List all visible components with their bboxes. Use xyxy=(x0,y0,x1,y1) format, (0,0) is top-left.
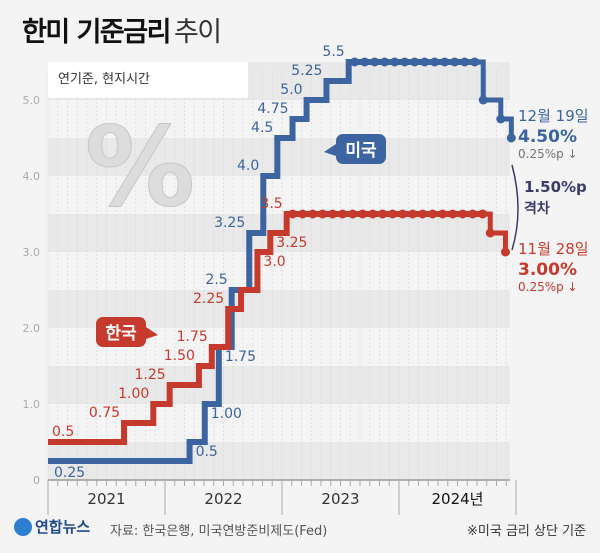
legend-pointer xyxy=(146,327,158,339)
y-tick-label: 3.0 xyxy=(23,246,41,259)
data-label: 4.5 xyxy=(251,120,273,136)
data-label: 1.00 xyxy=(211,406,242,422)
us-annotation-change: 0.25%p ↓ xyxy=(518,147,578,161)
data-label: 4.0 xyxy=(237,158,259,174)
kr-annotation-value: 3.00% xyxy=(518,260,577,280)
gap-value: 1.50%p xyxy=(524,178,587,196)
x-tick-label: 2023 xyxy=(321,490,359,508)
data-label: 1.75 xyxy=(177,329,208,345)
logo-icon xyxy=(14,517,32,536)
source-text: 자료: 한국은행, 미국연방준비제도(Fed) xyxy=(110,524,328,539)
legend-pointer xyxy=(324,144,336,156)
legend-label-kr: 한국 xyxy=(105,324,137,344)
data-label: 3.0 xyxy=(263,254,285,270)
series-line-end-us xyxy=(479,59,514,138)
legend-label-us: 미국 xyxy=(345,141,377,161)
data-point xyxy=(496,114,506,124)
data-label: 1.75 xyxy=(225,349,256,365)
kr-annotation-change: 0.25%p ↓ xyxy=(518,280,578,294)
legend-tag-kr xyxy=(96,317,146,347)
us-annotation-date: 12월 19일 xyxy=(518,107,589,125)
data-label: 3.25 xyxy=(214,215,245,231)
data-label: 4.75 xyxy=(257,101,288,117)
data-point xyxy=(485,228,495,238)
data-point xyxy=(506,133,516,143)
data-label: 5.5 xyxy=(322,44,344,60)
series-line-us xyxy=(48,59,480,464)
y-tick-label: 2.0 xyxy=(23,322,41,335)
percent-icon: % xyxy=(85,103,195,231)
x-tick-label: 2024년 xyxy=(432,490,484,508)
data-label: 5.0 xyxy=(280,82,302,98)
data-label: 2.25 xyxy=(193,291,224,307)
kr-annotation-date: 11월 28일 xyxy=(518,240,589,258)
y-tick-label: 0 xyxy=(33,474,40,487)
data-point xyxy=(500,247,510,257)
remark-text: ※미국 금리 상단 기준 xyxy=(467,524,586,539)
data-label: 2.5 xyxy=(205,272,227,288)
y-tick-label: 1.0 xyxy=(23,398,41,411)
chart-title: 한미 기준금리 추이 xyxy=(22,17,222,48)
data-label: 0.25 xyxy=(54,465,85,481)
x-tick-label: 2022 xyxy=(204,490,242,508)
x-tick-label: 2021 xyxy=(87,490,125,508)
data-point xyxy=(478,95,488,105)
data-label: 0.5 xyxy=(52,424,74,440)
data-label: 0.75 xyxy=(89,405,120,421)
legend-tag-us xyxy=(336,134,386,164)
data-label: 1.00 xyxy=(118,386,149,402)
gap-label: 격차 xyxy=(524,200,550,217)
chart-note: 연기준, 현지시간 xyxy=(48,62,248,98)
data-label: 3.5 xyxy=(260,196,282,212)
series-line-kr xyxy=(48,211,487,445)
us-annotation-value: 4.50% xyxy=(518,127,577,147)
data-label: 3.25 xyxy=(276,235,307,251)
y-tick-label: 5.0 xyxy=(23,94,41,107)
gap-bracket xyxy=(511,164,519,251)
grid-band xyxy=(48,366,510,404)
yonhap-logo: 연합뉴스 xyxy=(14,516,90,537)
data-label: 1.25 xyxy=(135,367,166,383)
data-label: 5.25 xyxy=(291,63,322,79)
data-label: 0.5 xyxy=(196,444,218,460)
data-label: 1.50 xyxy=(164,348,195,364)
y-tick-label: 4.0 xyxy=(23,170,41,183)
